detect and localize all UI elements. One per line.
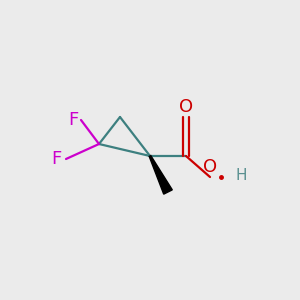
Text: O: O <box>179 98 193 116</box>
Text: H: H <box>236 168 247 183</box>
Polygon shape <box>149 156 172 194</box>
Text: F: F <box>51 150 62 168</box>
Text: F: F <box>68 111 78 129</box>
Text: O: O <box>203 158 217 175</box>
